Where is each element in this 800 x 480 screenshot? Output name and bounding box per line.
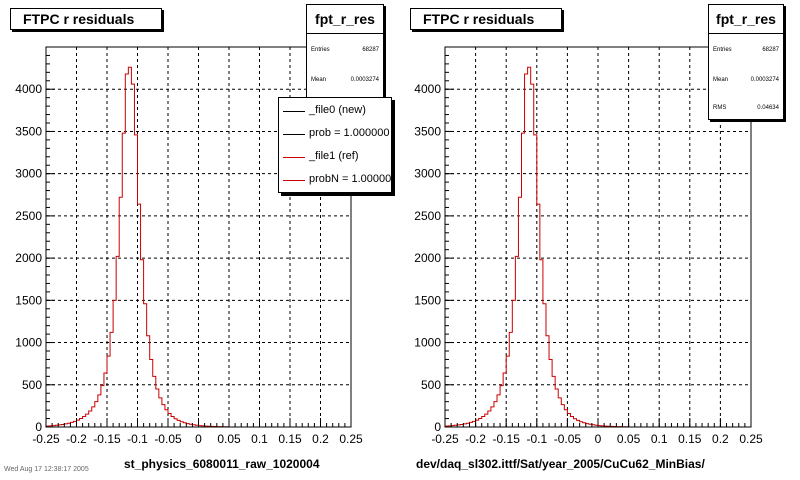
plot1-x-tick-label-1: -0.2 [465, 432, 486, 446]
plot1-y-tick-label-0: 0 [434, 420, 441, 434]
plot0-y-tick-label-0: 0 [35, 420, 42, 434]
plot0-x-tick-label-2: -0.15 [93, 432, 121, 446]
plot1-x-tick-label-2: -0.15 [493, 432, 521, 446]
plot0-y-tick-label-8: 4000 [15, 82, 42, 96]
plot1-y-tick-label-8: 4000 [414, 82, 441, 96]
plot1-y-tick-label-2: 1000 [414, 336, 441, 350]
plot1-y-tick-label-3: 1500 [414, 293, 441, 307]
legend-item-file0: _file0 (new) [279, 100, 391, 124]
left-stats-entries: Entries 68287 [311, 47, 379, 53]
plot1-plot-area [445, 47, 751, 427]
left-stats-mean: Mean 0.0003274 [311, 77, 379, 83]
left-x-axis-title: st_physics_6080011_raw_1020004 [124, 457, 320, 471]
plot0-x-tick-label-3: -0.1 [127, 432, 148, 446]
plot1-y-tick-label-6: 3000 [414, 167, 441, 181]
plot1-y-tick-label-4: 2000 [414, 251, 441, 265]
plot1-x-tick-label-5: 0 [595, 432, 602, 446]
plot0-y-tick-label-6: 3000 [15, 167, 42, 181]
plot1-y-tick-label-1: 500 [421, 378, 441, 392]
right-x-axis-title: dev/daq_sl302.ittf/Sat/year_2005/CuCu62_… [416, 457, 705, 471]
right-stats-box: fpt_r_res Entries 68287 Mean 0.0003274 RMS… [708, 4, 784, 120]
footer-timestamp: Wed Aug 17 12:38:17 2005 [4, 466, 89, 473]
legend-item-probn: probN = 1.000000 [279, 169, 391, 192]
right-stats-rms: RMS 0.04634 [713, 105, 779, 111]
plot0-x-tick-label-7: 0.1 [251, 432, 268, 446]
plot0-y-tick-label-7: 3500 [15, 124, 42, 138]
plot0-x-tick-label-8: 0.15 [278, 432, 302, 446]
right-stats-mean: Mean 0.0003274 [713, 77, 779, 83]
plot1-x-tick-label-6: 0.05 [617, 432, 641, 446]
left-stats-name: fpt_r_res [307, 5, 383, 34]
plot1-x-tick-label-4: -0.05 [554, 432, 582, 446]
plot0-x-tick-label-4: -0.05 [154, 432, 182, 446]
plot1-x-tick-label-8: 0.15 [678, 432, 702, 446]
plot0-x-tick-label-1: -0.2 [66, 432, 87, 446]
plot1-x-tick-label-9: 0.2 [712, 432, 729, 446]
plot1-y-tick-label-5: 2500 [414, 209, 441, 223]
plot0-x-tick-label-9: 0.2 [312, 432, 329, 446]
plot1-x-tick-label-0: -0.25 [431, 432, 459, 446]
plot1-x-tick-label-10: 0.25 [739, 432, 763, 446]
right-stats-name: fpt_r_res [709, 5, 783, 34]
plot0-y-tick-label-2: 1000 [15, 336, 42, 350]
plot1-x-tick-label-7: 0.1 [651, 432, 668, 446]
plot0-x-tick-label-5: 0 [195, 432, 202, 446]
right-plot-title: FTPC r residuals [410, 8, 562, 30]
plot0-y-tick-label-5: 2500 [15, 209, 42, 223]
left-plot-title: FTPC r residuals [10, 8, 162, 30]
plot0-x-tick-label-0: -0.25 [32, 432, 60, 446]
legend-item-prob: prob = 1.000000 [279, 123, 391, 147]
plot0-y-tick-label-4: 2000 [15, 251, 42, 265]
legend-item-file1: _file1 (ref) [279, 146, 391, 170]
plot0-x-tick-label-10: 0.25 [339, 432, 363, 446]
plot0-x-tick-label-6: 0.05 [217, 432, 241, 446]
plot1-x-tick-label-3: -0.1 [526, 432, 547, 446]
left-legend: _file0 (new) prob = 1.000000 _file1 (ref… [278, 97, 392, 193]
right-histogram-plot: -0.25 -0.2 -0.15 -0.1 -0.05 0 0.05 0.1 0.15 0.2 0.… [414, 46, 763, 446]
plot1-y-tick-label-7: 3500 [414, 124, 441, 138]
plot0-y-tick-label-3: 1500 [15, 293, 42, 307]
plot0-y-tick-label-1: 500 [22, 378, 42, 392]
right-stats-entries: Entries 68287 [713, 47, 779, 53]
